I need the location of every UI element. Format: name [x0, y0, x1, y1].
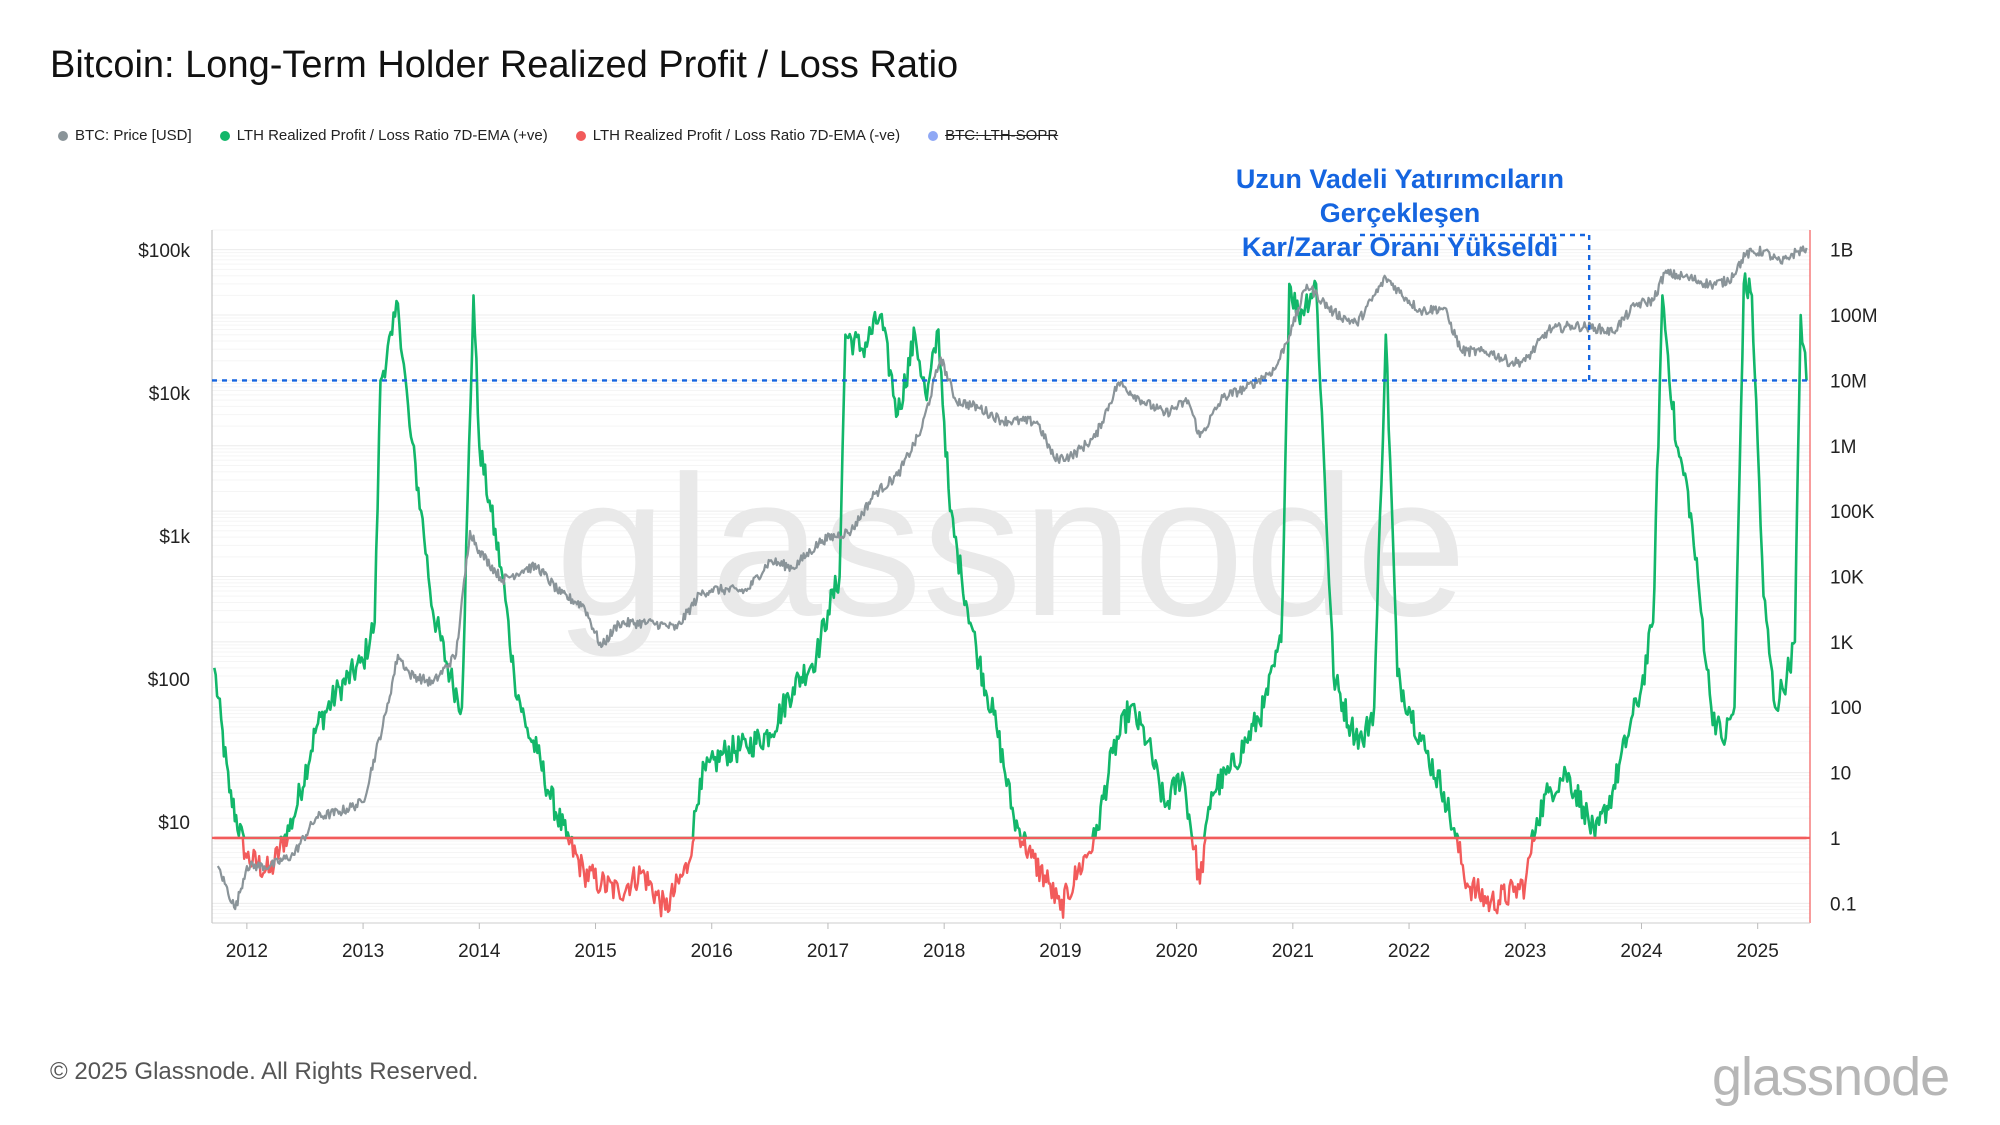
legend-label-price: BTC: Price [USD] — [75, 127, 192, 144]
legend-dot-ratio-negative — [575, 130, 586, 141]
ratio-positive-line — [213, 272, 1808, 840]
legend-label-ratio-negative: LTH Realized Profit / Loss Ratio 7D-EMA … — [592, 127, 901, 144]
legend-label-ratio-positive: LTH Realized Profit / Loss Ratio 7D-EMA … — [236, 127, 548, 144]
copyright-footer: © 2025 Glassnode. All Rights Reserved. — [50, 1058, 479, 1085]
y-left-tick-label: $100 — [148, 670, 190, 691]
legend-dot-ratio-positive — [219, 130, 230, 141]
legend-item-price[interactable]: BTC: Price [USD] — [58, 127, 192, 144]
x-tick-label: 2013 — [342, 941, 384, 962]
y-right-tick-label: 10 — [1830, 764, 1851, 785]
y-left-tick-label: $10 — [158, 813, 190, 834]
y-right-tick-label: 0.1 — [1830, 894, 1856, 915]
y-left-tick-label: $10k — [149, 384, 191, 405]
legend-item-ratio-positive[interactable]: LTH Realized Profit / Loss Ratio 7D-EMA … — [219, 127, 548, 144]
y-right-tick-label: 10M — [1830, 371, 1867, 392]
y-right-tick-label: 10K — [1830, 568, 1864, 589]
glassnode-logo: glassnode — [1712, 1047, 1950, 1107]
x-tick-label: 2025 — [1737, 941, 1779, 962]
annotation-callout: Uzun Vadeli Yatırımcıların Gerçekleşen K… — [1160, 162, 1640, 264]
x-tick-label: 2018 — [923, 941, 965, 962]
y-right-tick-label: 1K — [1830, 633, 1854, 654]
x-tick-label: 2016 — [691, 941, 733, 962]
y-right-tick-label: 1M — [1830, 437, 1856, 458]
legend-item-ratio-negative[interactable]: LTH Realized Profit / Loss Ratio 7D-EMA … — [575, 127, 901, 144]
y-right-tick-label: 100M — [1830, 306, 1878, 327]
annotation-line-1: Uzun Vadeli Yatırımcıların Gerçekleşen — [1235, 164, 1565, 228]
y-right-tick-label: 1B — [1830, 241, 1853, 262]
x-tick-label: 2012 — [226, 941, 268, 962]
x-tick-label: 2017 — [807, 941, 849, 962]
y-right-tick-label: 100K — [1830, 502, 1875, 523]
legend-dot-lth-sopr — [928, 130, 939, 141]
legend-label-lth-sopr: BTC: LTH-SOPR — [945, 127, 1059, 144]
x-tick-label: 2019 — [1039, 941, 1081, 962]
ratio-negative-line — [214, 836, 1807, 919]
price-line — [216, 245, 1808, 911]
legend-item-lth-sopr[interactable]: BTC: LTH-SOPR — [928, 127, 1058, 144]
watermark-text: glassnode — [555, 435, 1467, 658]
legend: BTC: Price [USD] LTH Realized Profit / L… — [58, 127, 1058, 144]
y-left-tick-label: $1k — [159, 527, 190, 548]
x-tick-label: 2014 — [458, 941, 501, 962]
x-tick-label: 2024 — [1620, 941, 1663, 962]
chart-title: Bitcoin: Long-Term Holder Realized Profi… — [50, 44, 959, 86]
x-tick-label: 2022 — [1388, 941, 1430, 962]
y-right-tick-label: 1 — [1830, 829, 1841, 850]
x-tick-label: 2015 — [574, 941, 616, 962]
y-right-tick-label: 100 — [1830, 698, 1862, 719]
annotation-line-2: Kar/Zarar Oranı Yükseldi — [1241, 232, 1559, 262]
legend-dot-price — [58, 130, 68, 141]
x-tick-label: 2021 — [1272, 941, 1314, 962]
x-tick-label: 2020 — [1155, 941, 1197, 962]
y-left-tick-label: $100k — [138, 241, 190, 262]
x-tick-label: 2023 — [1504, 941, 1546, 962]
